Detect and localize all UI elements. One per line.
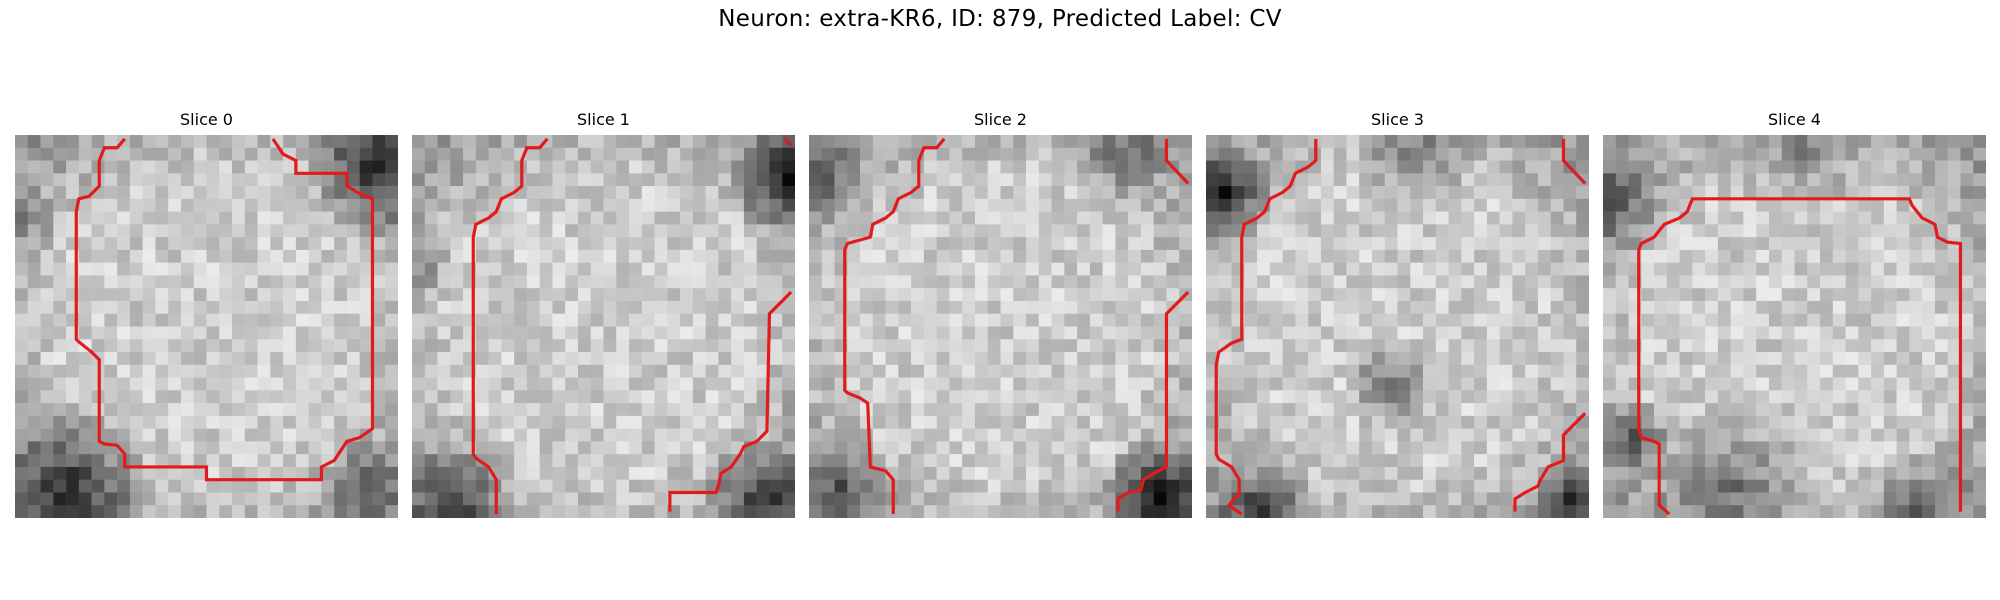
slice-contour-3 <box>1214 138 1318 516</box>
slice-contour-4 <box>1637 197 1963 516</box>
slice-panel-0: Slice 0 <box>15 108 398 518</box>
slice-contour-1b <box>668 290 793 512</box>
slice-contour-2b <box>1164 138 1190 185</box>
slice-contour-3c <box>1513 412 1587 512</box>
slice-contour-2c <box>1116 290 1190 512</box>
slice-title-1: Slice 1 <box>577 110 630 129</box>
slice-image-2 <box>809 135 1192 518</box>
figure-title: Neuron: extra-KR6, ID: 879, Predicted La… <box>718 6 1282 32</box>
slice-image-3 <box>1206 135 1589 518</box>
slice-contour-1 <box>471 137 549 515</box>
slice-title-3: Slice 3 <box>1371 110 1424 129</box>
slice-pixels-4 <box>1603 135 1986 518</box>
slice-pixels-0 <box>15 135 398 518</box>
slice-title-0: Slice 0 <box>180 110 233 129</box>
slice-contour-3b <box>1561 138 1587 185</box>
slice-title-2: Slice 2 <box>974 110 1027 129</box>
slice-panel-3: Slice 3 <box>1206 108 1589 518</box>
slice-image-0 <box>15 135 398 518</box>
slice-pixels-2 <box>809 135 1192 518</box>
slice-contour-0 <box>74 137 375 482</box>
slice-image-1 <box>412 135 795 518</box>
slice-title-4: Slice 4 <box>1768 110 1821 129</box>
slice-panel-2: Slice 2 <box>809 108 1192 518</box>
slice-panel-4: Slice 4 <box>1603 108 1986 518</box>
slice-contour-1c <box>783 137 793 147</box>
slice-pixels-1 <box>412 135 795 518</box>
slice-panel-1: Slice 1 <box>412 108 795 518</box>
slice-pixels-3 <box>1206 135 1589 518</box>
slice-contour-2 <box>843 137 946 515</box>
slice-image-4 <box>1603 135 1986 518</box>
